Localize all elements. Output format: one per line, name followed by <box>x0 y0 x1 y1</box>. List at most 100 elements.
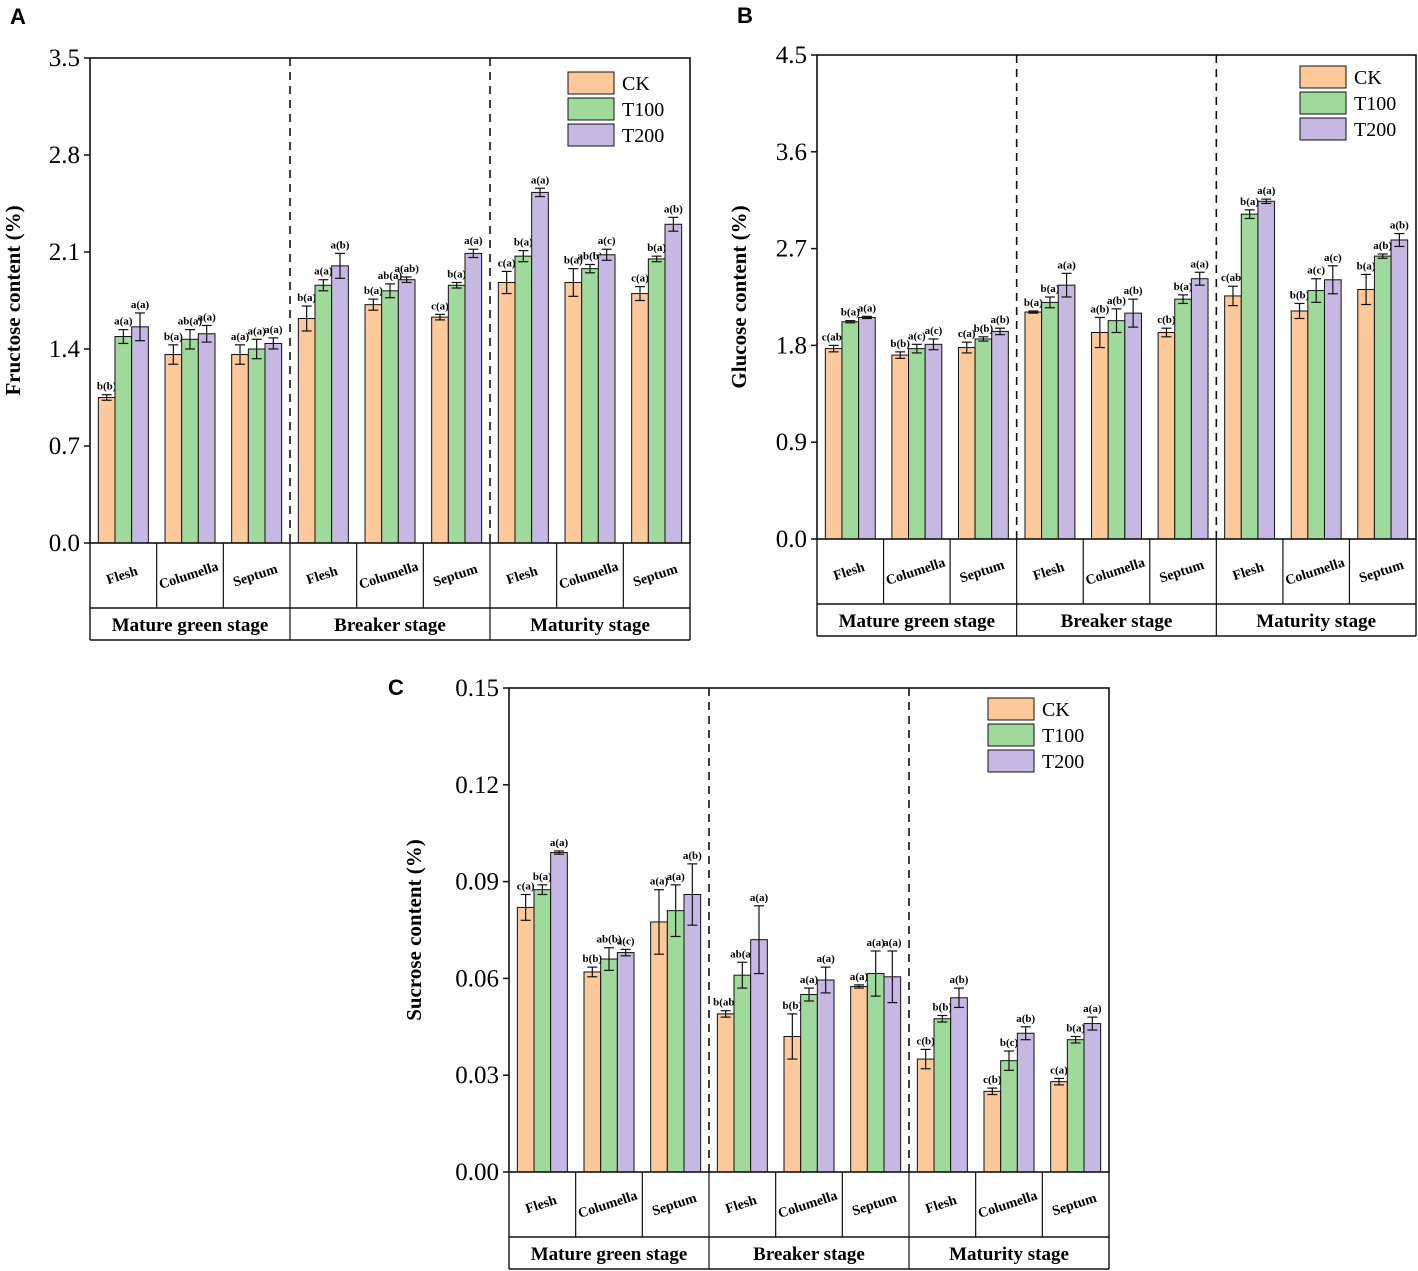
bar-ck <box>583 971 602 1173</box>
significance-label: b(a) <box>1066 1022 1085 1034</box>
bar-ck <box>631 293 649 544</box>
legend-swatch-t200 <box>987 749 1035 773</box>
significance-label: a(a) <box>198 311 217 323</box>
significance-label: b(a) <box>533 871 552 883</box>
significance-label: a(a) <box>1083 1003 1102 1015</box>
tissue-label: Columella <box>1084 556 1147 589</box>
legend-swatch-ck <box>567 71 615 95</box>
tissue-label: Septum <box>850 1191 899 1220</box>
stage-label: Maturity stage <box>1256 611 1376 632</box>
bar-ck <box>1157 331 1176 540</box>
significance-label: a(b) <box>1107 295 1126 307</box>
bar-t100 <box>800 994 818 1173</box>
bar-ck <box>891 354 910 540</box>
panel-label: A <box>10 4 26 29</box>
bar-ck <box>716 1013 735 1173</box>
significance-label: a(a) <box>1257 185 1276 197</box>
tissue-label: Columella <box>884 556 947 589</box>
legend-swatch-t200 <box>1299 117 1347 141</box>
tissue-label: Flesh <box>1031 560 1066 584</box>
bar-t200 <box>331 265 349 544</box>
y-axis-title: Glucose content (%) <box>727 205 751 388</box>
legend-label: T200 <box>1354 119 1396 141</box>
tissue-label: Septum <box>650 1191 699 1220</box>
stage-label: Maturity stage <box>530 615 650 636</box>
significance-label: a(a) <box>650 876 669 888</box>
significance-label: ab(a) <box>378 270 403 282</box>
bar-t200 <box>131 326 149 544</box>
significance-label: b(a) <box>841 307 860 319</box>
significance-label: a(a) <box>550 837 569 849</box>
significance-label: a(a) <box>1057 259 1076 271</box>
bar-t100 <box>447 284 466 544</box>
bar-ck <box>431 316 449 544</box>
bar-ck <box>1050 1081 1068 1173</box>
tissue-label: Septum <box>231 562 280 591</box>
bar-ck <box>824 348 843 540</box>
significance-label: c(b) <box>1157 314 1176 326</box>
y-tick-label: 0.0 <box>49 530 80 557</box>
bar-ck <box>1357 288 1375 540</box>
bar-t200 <box>1190 278 1209 540</box>
significance-label: b(b) <box>783 1000 803 1012</box>
legend-swatch-t100 <box>1299 91 1347 115</box>
legend-label: T100 <box>1042 725 1084 747</box>
bar-ck <box>916 1058 935 1173</box>
bar-t100 <box>1066 1039 1085 1173</box>
bar-t100 <box>733 974 752 1173</box>
bar-t100 <box>114 336 133 544</box>
significance-label: a(b) <box>1090 303 1109 315</box>
bar-t100 <box>1107 320 1126 540</box>
significance-label: a(b) <box>1373 240 1392 252</box>
panel-a-fructose: A Fructose content (%) 0.0 0.7 1.4 2.1 2.8 3.5 b… <box>1 4 691 641</box>
significance-label: a(c) <box>1324 252 1342 264</box>
significance-label: c(b) <box>917 1035 936 1047</box>
bar-ck <box>957 347 976 540</box>
stage-label: Mature green stage <box>112 615 269 636</box>
bar-t100 <box>1000 1060 1018 1173</box>
bar-t100 <box>514 255 533 544</box>
significance-label: c(a) <box>431 300 449 312</box>
bar-t200 <box>1323 279 1342 540</box>
bar-t200 <box>883 976 902 1173</box>
significance-label: a(a) <box>464 235 483 247</box>
bar-t100 <box>533 889 552 1173</box>
y-tick-label: 1.8 <box>776 332 807 359</box>
bar-t100 <box>1373 255 1392 540</box>
significance-label: b(a) <box>164 331 183 343</box>
significance-label: a(c) <box>908 330 926 342</box>
significance-label: c(ab) <box>1221 272 1245 284</box>
tissue-label: Columella <box>576 1189 639 1222</box>
y-tick-label: 4.5 <box>776 42 807 69</box>
significance-label: a(a) <box>248 325 267 337</box>
significance-label: b(b) <box>974 323 994 335</box>
bar-ck <box>564 281 583 544</box>
y-axis-title: Fructose content (%) <box>1 205 25 395</box>
stage-label: Maturity stage <box>949 1244 1069 1265</box>
y-tick-label: 0.15 <box>455 675 499 702</box>
significance-label: b(b) <box>933 1002 953 1014</box>
significance-label: b(a) <box>447 268 466 280</box>
significance-label: a(a) <box>867 937 886 949</box>
bar-ck <box>231 354 249 544</box>
tissue-label: Septum <box>958 558 1007 587</box>
plot-frame <box>816 54 1417 540</box>
significance-label: c(a) <box>958 328 976 340</box>
significance-label: a(b) <box>950 974 969 986</box>
legend-swatch-t100 <box>987 723 1035 747</box>
significance-label: a(ab) <box>394 263 419 275</box>
bar-t100 <box>581 268 599 544</box>
bar-t200 <box>264 342 283 544</box>
bar-t100 <box>974 338 993 540</box>
plot-frame <box>508 687 1110 1173</box>
significance-label: ab(b) <box>577 250 602 262</box>
tissue-label: Flesh <box>724 1193 759 1217</box>
significance-label: b(a) <box>1174 281 1193 293</box>
y-tick-label: 2.8 <box>49 142 80 169</box>
bar-t100 <box>866 973 885 1173</box>
significance-label: a(a) <box>817 953 836 965</box>
significance-label: b(b) <box>97 381 117 393</box>
significance-label: b(a) <box>564 255 583 267</box>
bar-t200 <box>397 279 416 544</box>
